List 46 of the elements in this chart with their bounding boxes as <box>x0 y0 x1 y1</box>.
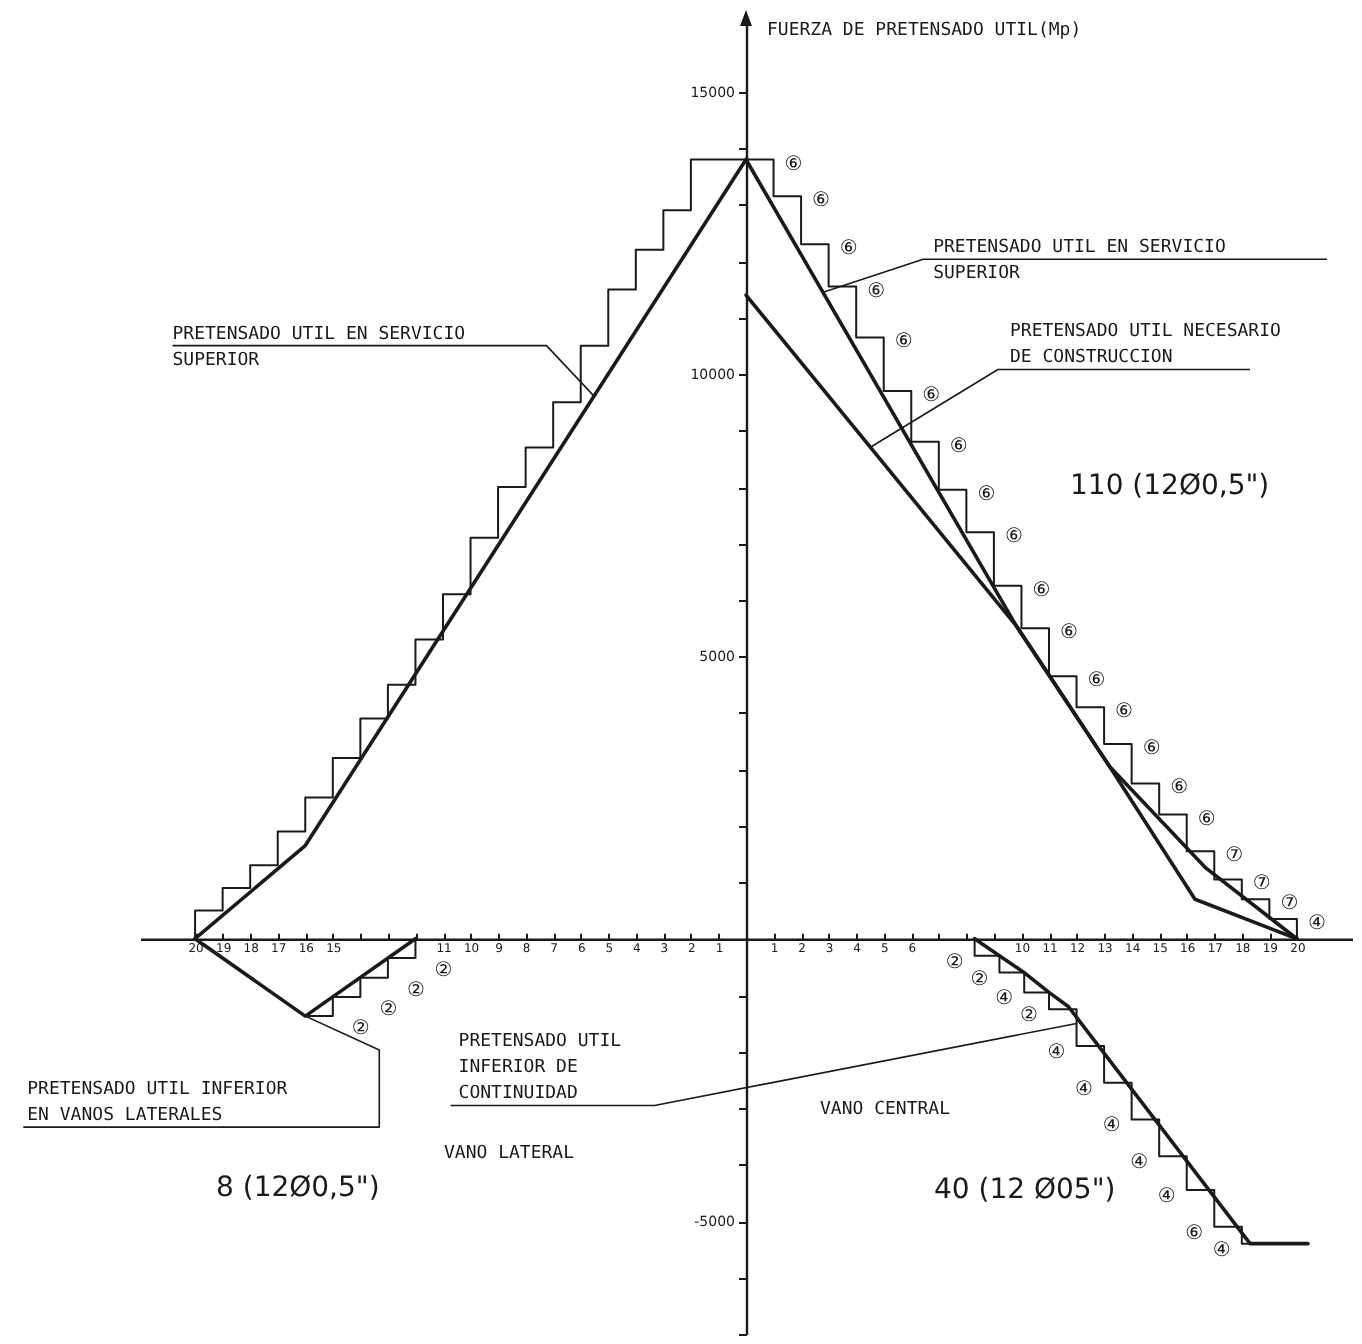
annotation: ⑥ <box>894 331 913 354</box>
annotation: ⑥ <box>1087 670 1106 693</box>
annotation: ⑥ <box>1142 737 1161 760</box>
annotation: ④ <box>1130 1152 1149 1175</box>
annotation: ⑦ <box>1225 845 1244 868</box>
annotation: ② <box>1020 1005 1039 1028</box>
annotation: ⑥ <box>1032 579 1051 602</box>
annotation: ⑥ <box>1060 622 1079 645</box>
annotation: ② <box>379 998 398 1021</box>
annotation: PRETENSADO UTIL EN SERVICIO SUPERIOR <box>933 238 1226 285</box>
annotation: 40 (12 Ø05") <box>934 1174 1116 1206</box>
annotation: ⑥ <box>922 385 941 408</box>
annotation: ② <box>406 979 425 1002</box>
annotation: ② <box>970 968 989 991</box>
annotation: ② <box>351 1018 370 1041</box>
annotation: ⑥ <box>977 483 996 506</box>
annotation: ⑦ <box>1252 873 1271 896</box>
annotation: ② <box>945 951 964 974</box>
annotation: ⑥ <box>812 190 831 213</box>
annotation: ⑥ <box>867 280 886 303</box>
annotation: VANO CENTRAL <box>820 1100 951 1120</box>
annotation: PRETENSADO UTIL EN SERVICIO SUPERIOR <box>172 324 466 371</box>
annotation: ⑥ <box>1170 777 1189 800</box>
annotation: ⑥ <box>1197 808 1216 831</box>
annotation: ② <box>434 959 453 982</box>
y-axis-title: FUERZA DE PRETENSADO UTIL(Mp) <box>767 21 1082 41</box>
annotation: ⑥ <box>949 435 968 458</box>
annotation: ④ <box>1212 1239 1231 1262</box>
annotation: ④ <box>1307 912 1326 935</box>
annotation: PRETENSADO UTIL INFERIOR DE CONTINUIDAD <box>458 1032 622 1105</box>
annotation: ④ <box>995 988 1014 1011</box>
annotation: 110 (12Ø0,5") <box>1070 470 1270 502</box>
annotation: ⑥ <box>1185 1222 1204 1245</box>
annotation: 8 (12Ø0,5") <box>216 1172 380 1204</box>
annotation: ④ <box>1075 1078 1094 1101</box>
annotation: ⑦ <box>1280 893 1299 916</box>
annotation: ⑥ <box>839 238 858 261</box>
annotation: ④ <box>1102 1115 1121 1138</box>
annotation: ⑥ <box>1004 526 1023 549</box>
annotation: ④ <box>1047 1042 1066 1065</box>
annotation: ⑥ <box>1115 701 1134 724</box>
annotation: PRETENSADO UTIL NECESARIO DE CONSTRUCCION <box>1009 322 1281 369</box>
annotation: VANO LATERAL <box>444 1144 575 1164</box>
annotation: ④ <box>1157 1186 1176 1209</box>
annotation: ⑥ <box>784 153 803 176</box>
annotation: PRETENSADO UTIL INFERIOR EN VANOS LATERALES <box>27 1080 289 1127</box>
